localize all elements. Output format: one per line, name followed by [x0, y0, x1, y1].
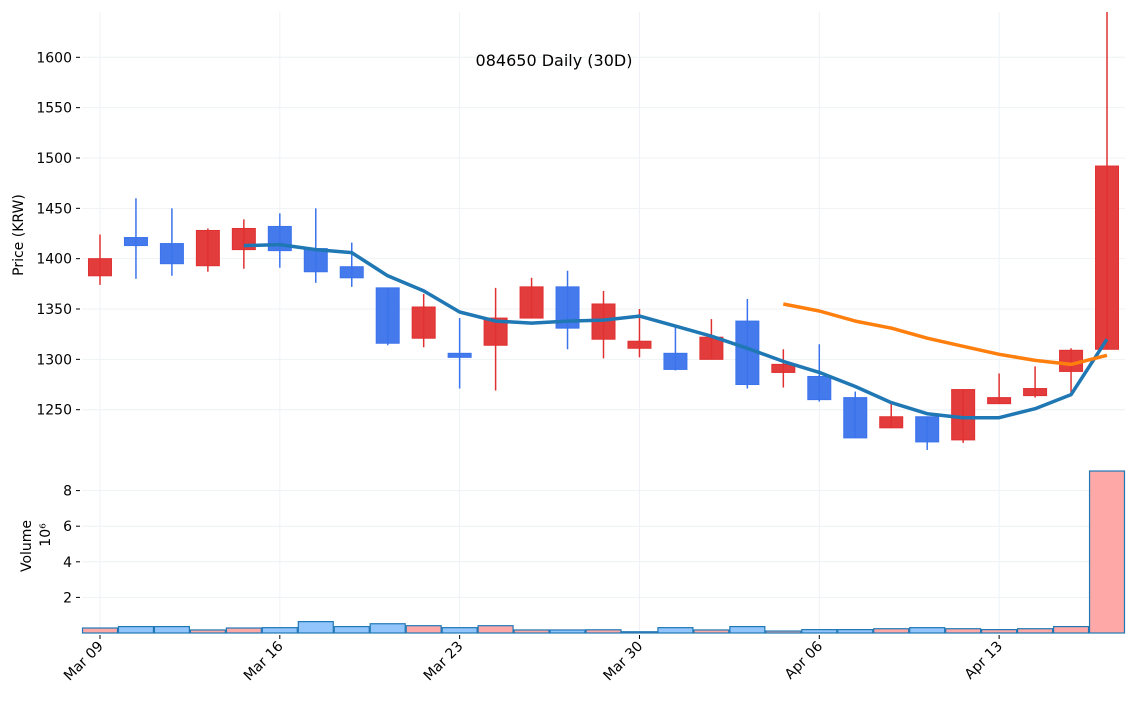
x-tick-label: Mar 16	[241, 638, 287, 684]
ma-long-line	[782, 302, 1108, 367]
volume-bar	[909, 627, 946, 634]
candle-body	[951, 389, 976, 441]
price-tick-label: 1350	[36, 302, 72, 318]
candle-body	[375, 287, 400, 344]
candle-body	[1023, 388, 1048, 397]
volume-bar	[261, 627, 298, 634]
volume-bar	[333, 625, 370, 634]
x-tick-label: Mar 23	[421, 639, 467, 685]
volume-bar	[81, 627, 119, 634]
price-tick-label: 1400	[36, 252, 72, 268]
volume-bar	[369, 623, 406, 634]
candle-body	[915, 416, 940, 443]
candle-body	[339, 266, 364, 279]
price-axis-label: Price (KRW)	[11, 194, 27, 276]
volume-bar	[621, 631, 658, 634]
chart-title: 084650 Daily (30D)	[476, 51, 633, 70]
volume-bar	[945, 628, 982, 634]
volume-bar	[837, 629, 874, 634]
volume-bar	[1052, 625, 1090, 634]
price-tick-label: 1600	[36, 50, 72, 66]
volume-bar	[153, 625, 190, 634]
moving-averages	[243, 242, 1109, 420]
candle-body	[159, 243, 184, 265]
candle-body	[519, 286, 544, 319]
volume-tick-label: 8	[63, 484, 72, 500]
volume-bar	[513, 629, 550, 634]
volume-bar	[1017, 628, 1054, 634]
candle-body	[483, 317, 508, 346]
x-tick-label: Mar 09	[61, 639, 107, 685]
axes: 1250 1300 1350 1400 1450 1500 1550 1600 2 4 6 8 Mar …	[36, 50, 1006, 684]
volume-bar	[117, 625, 155, 634]
volume-scale-label: 10⁶	[38, 523, 54, 547]
candle-body	[123, 237, 148, 247]
volume-bar	[693, 629, 730, 634]
volume-bar	[729, 625, 766, 634]
candle-body	[87, 258, 112, 277]
price-tick-label: 1550	[36, 101, 72, 117]
volume-tick-label: 6	[63, 519, 72, 535]
volume-bar	[765, 630, 802, 634]
volume-bar	[873, 628, 910, 634]
volume-bar	[297, 621, 334, 634]
candle-body	[843, 397, 868, 439]
volume-bars	[81, 470, 1126, 634]
volume-tick-label: 4	[63, 555, 72, 571]
volume-bar	[549, 629, 586, 634]
candle-body	[807, 375, 832, 401]
volume-bar	[189, 629, 226, 634]
candle-body	[879, 416, 904, 429]
candles	[87, 12, 1120, 450]
grid	[82, 12, 1125, 633]
candle-body	[411, 306, 436, 339]
volume-bar	[981, 629, 1018, 634]
candle-body	[195, 229, 220, 267]
candle-body	[987, 397, 1012, 405]
x-tick-label: Apr 13	[962, 639, 1006, 683]
volume-axis-label: Volume	[19, 520, 35, 572]
candle-body	[663, 352, 688, 370]
candle-body	[627, 340, 652, 349]
volume-bar	[225, 627, 262, 634]
volume-bar	[405, 625, 442, 634]
volume-bar	[1088, 470, 1126, 634]
candle-body	[1095, 165, 1120, 350]
candle-body	[555, 286, 580, 329]
price-tick-label: 1500	[36, 151, 72, 167]
volume-bar	[477, 625, 514, 634]
price-tick-label: 1450	[36, 201, 72, 217]
ma-short-line	[243, 242, 1109, 420]
x-tick-label: Mar 30	[601, 639, 647, 685]
volume-bar	[441, 627, 478, 634]
volume-bar	[585, 629, 622, 634]
volume-tick-label: 2	[63, 590, 72, 606]
candle-body	[447, 352, 472, 358]
volume-bar	[657, 627, 694, 634]
volume-bar	[801, 629, 838, 634]
price-tick-label: 1300	[36, 352, 72, 368]
price-tick-label: 1250	[36, 403, 72, 419]
x-tick-label: Apr 06	[782, 638, 826, 682]
candle-body	[771, 363, 796, 373]
candle-body	[303, 248, 328, 273]
